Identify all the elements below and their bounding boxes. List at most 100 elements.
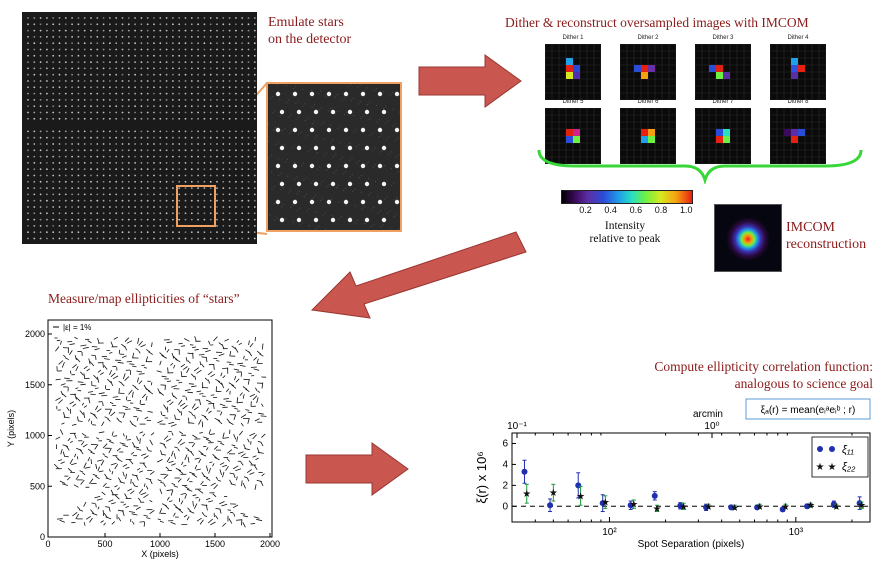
ellipticity-whisker	[71, 423, 77, 426]
ellipticity-whisker	[108, 448, 112, 454]
star-dot	[64, 42, 67, 45]
ellipticity-whisker	[262, 343, 264, 350]
noise-dot	[334, 229, 336, 230]
star-dot	[165, 86, 168, 89]
ellipticity-whisker	[149, 478, 153, 485]
ellipticity-whisker	[241, 519, 243, 526]
ellipticity-whisker	[87, 391, 94, 393]
star-dot	[203, 231, 206, 234]
star-dot	[58, 180, 61, 183]
xi22-point: ★	[755, 502, 764, 513]
star-dot	[77, 61, 80, 63]
star-dot	[235, 29, 237, 32]
star-dot	[109, 73, 111, 76]
ellipticity-whisker	[161, 375, 167, 378]
noise-dot	[311, 89, 313, 91]
star-dot	[77, 36, 80, 38]
star-dot	[102, 61, 105, 63]
ellipticity-whisker	[177, 478, 182, 483]
star-dot	[77, 212, 80, 215]
ellipticity-whisker	[132, 481, 135, 486]
star-dot	[228, 187, 231, 190]
star-dot	[127, 155, 130, 158]
star-dot	[172, 180, 174, 183]
ellipticity-whisker	[87, 448, 93, 453]
ellipticity-whisker	[256, 518, 263, 522]
star-dot	[109, 237, 111, 240]
star-dot	[58, 193, 61, 196]
star-dot	[77, 231, 80, 234]
star-dot	[115, 155, 118, 158]
inset-star	[343, 91, 349, 97]
star-dot	[159, 218, 162, 221]
star-dot	[140, 99, 143, 101]
star-dot	[178, 136, 181, 139]
star-dot	[172, 92, 174, 95]
ellipticity-whisker	[96, 376, 100, 383]
star-dot	[203, 136, 206, 139]
star-dot	[178, 206, 181, 208]
ellipticity-whisker	[164, 384, 166, 391]
ellipticity-whisker	[196, 517, 202, 522]
star-dot	[146, 237, 149, 240]
star-dot	[109, 61, 111, 63]
star-dot	[228, 80, 231, 82]
ellipticity-whisker	[249, 343, 254, 348]
dither-panel	[619, 43, 677, 101]
star-dot	[172, 206, 174, 208]
star-dot	[222, 67, 225, 70]
star-dot	[216, 212, 218, 215]
star-dot	[197, 130, 200, 133]
ellipticity-whisker	[79, 410, 84, 416]
star-dot	[216, 193, 218, 196]
star-dot	[115, 218, 118, 221]
star-dot	[247, 187, 250, 190]
star-dot	[52, 17, 55, 19]
star-dot	[165, 206, 168, 208]
noise-dot	[297, 209, 299, 211]
star-dot	[102, 193, 105, 196]
star-dot	[241, 206, 244, 208]
star-dot	[190, 92, 193, 95]
star-dot	[33, 48, 36, 51]
star-dot	[216, 117, 218, 120]
star-dot	[235, 212, 237, 215]
ellipticity-whisker	[77, 381, 84, 383]
star-dot	[90, 61, 92, 63]
star-dot	[222, 143, 225, 145]
noise-dot	[321, 123, 323, 125]
star-dot	[209, 237, 212, 240]
ellipticity-whisker	[109, 402, 114, 405]
xi22-point: ★	[730, 503, 739, 514]
star-dot	[172, 237, 174, 240]
noise-dot	[274, 219, 276, 221]
star-dot	[46, 67, 48, 70]
ellipticity-whisker	[171, 385, 177, 388]
star-dot	[96, 23, 99, 26]
ellipticity-whisker	[201, 414, 207, 418]
ellipticity-whisker	[95, 475, 100, 480]
star-dot	[190, 36, 193, 38]
star-dot	[222, 237, 225, 240]
dither-panel-title: Dither 6	[637, 99, 659, 105]
ellipticity-whisker	[192, 434, 198, 439]
star-dot	[64, 199, 67, 202]
star-dot	[33, 212, 36, 215]
star-dot	[209, 187, 212, 190]
inset-star	[296, 145, 302, 151]
star-dot	[216, 111, 218, 114]
star-dot	[203, 92, 206, 95]
star-dot	[134, 111, 136, 114]
star-dot	[39, 67, 42, 70]
ellipticity-whisker	[245, 409, 250, 411]
star-dot	[58, 23, 61, 26]
star-dot	[140, 187, 143, 190]
star-dot	[153, 130, 155, 133]
star-dot	[159, 99, 162, 101]
ellipticity-whisker	[137, 337, 140, 344]
noise-dot	[294, 178, 296, 180]
inset-star	[292, 199, 298, 205]
inset-star	[347, 217, 353, 223]
noise-dot	[387, 229, 389, 230]
ellipticity-whisker	[200, 481, 204, 486]
